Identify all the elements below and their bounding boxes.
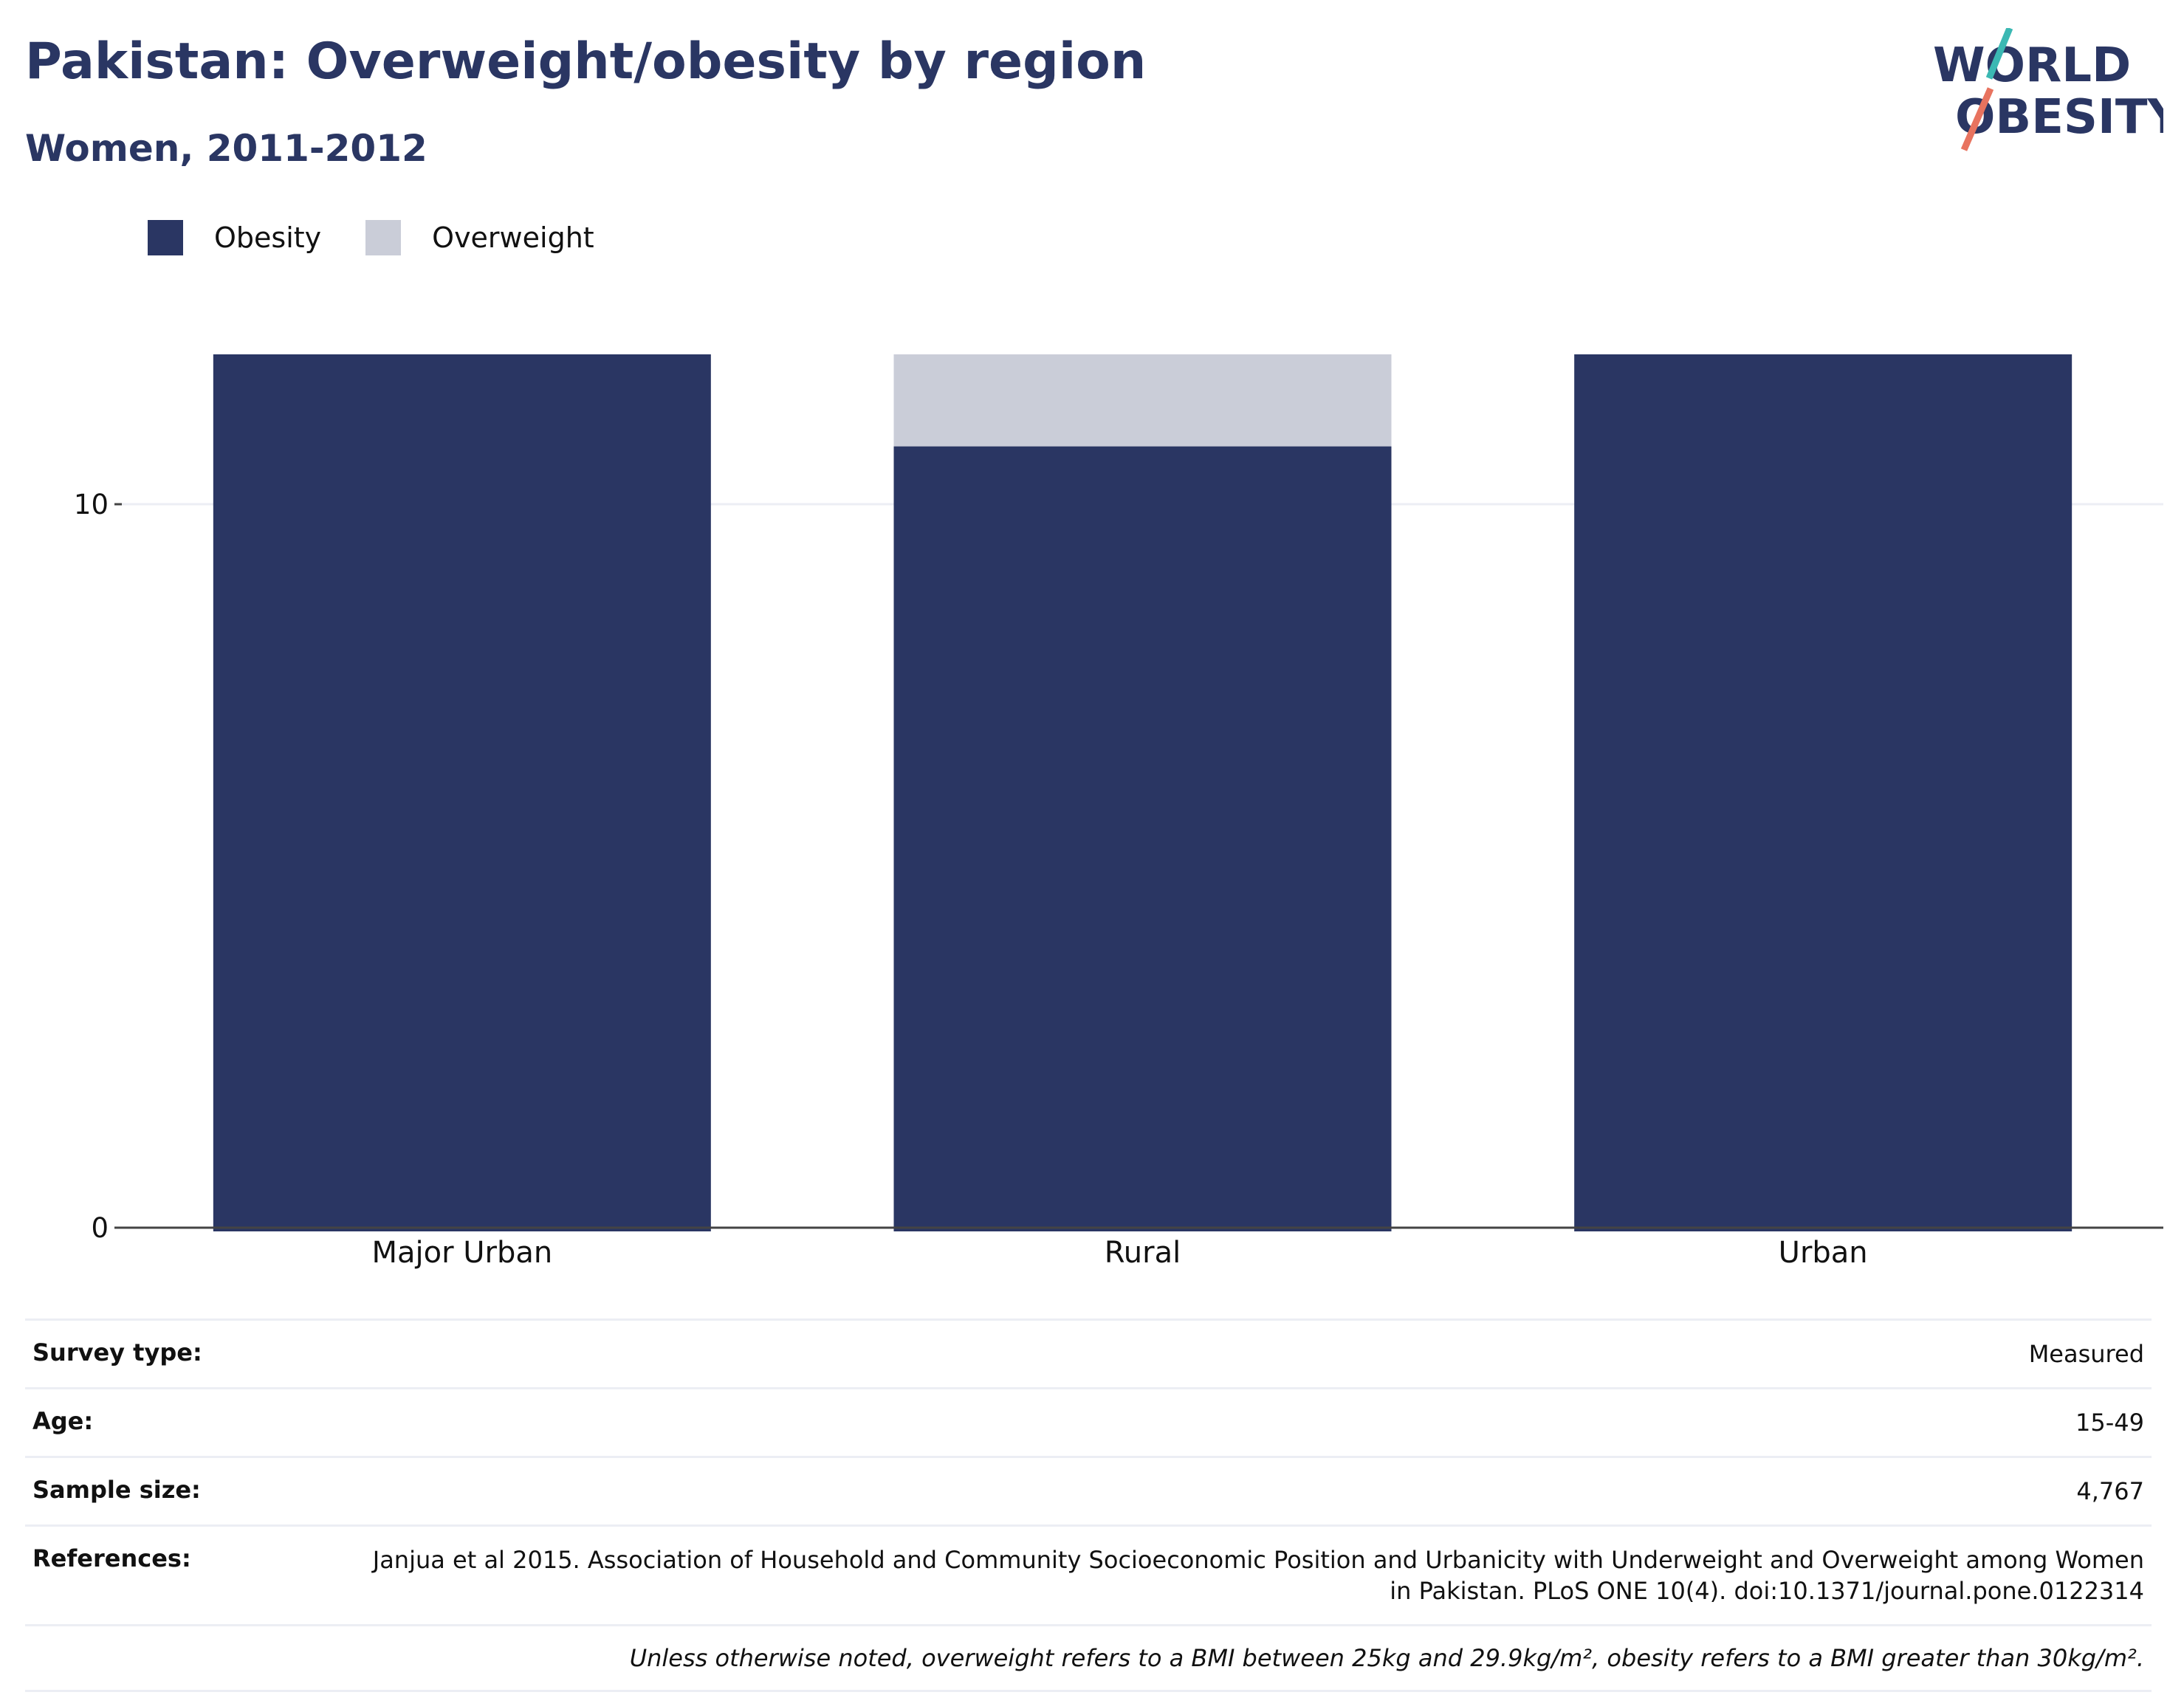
info-row-sample-size: Sample size: 4,767 xyxy=(25,1456,2152,1524)
bar-overweight-rural xyxy=(893,354,1392,447)
info-row-age: Age: 15-49 xyxy=(25,1387,2152,1456)
logo-line1: WORLD xyxy=(1933,38,2131,93)
definition-note: Unless otherwise noted, overweight refer… xyxy=(25,1624,2152,1692)
legend-item-overweight: Overweight xyxy=(365,220,594,255)
bar-obesity-urban xyxy=(1574,354,2073,1231)
x-tick-label: Major Urban xyxy=(371,1236,552,1270)
legend-label-overweight: Overweight xyxy=(432,221,594,254)
world-obesity-logo: WORLD OBESITY xyxy=(1933,28,2163,151)
sample-size-label: Sample size: xyxy=(32,1476,201,1504)
chart-title: Pakistan: Overweight/obesity by region xyxy=(25,32,1147,91)
legend-item-obesity: Obesity xyxy=(148,220,321,255)
sample-size-value: 4,767 xyxy=(2076,1477,2144,1505)
info-row-survey-type: Survey type: Measured xyxy=(25,1318,2152,1387)
bar-obesity-major-urban xyxy=(213,354,711,1231)
chart-subtitle: Women, 2011-2012 xyxy=(25,127,427,170)
legend-label-obesity: Obesity xyxy=(214,221,322,254)
survey-type-value: Measured xyxy=(2028,1340,2144,1368)
x-tick-label: Rural xyxy=(1105,1236,1181,1270)
logo-line2: OBESITY xyxy=(1955,90,2163,145)
logo-slash-teal xyxy=(1985,28,2013,80)
legend-swatch-overweight xyxy=(365,220,402,255)
survey-type-label: Survey type: xyxy=(32,1338,202,1366)
y-tick-label: 0 xyxy=(91,1212,109,1244)
y-tick-label: 10 xyxy=(74,489,109,520)
bar-obesity-rural xyxy=(893,446,1392,1231)
legend-swatch-obesity xyxy=(148,220,183,255)
info-table: Survey type: Measured Age: 15-49 Sample … xyxy=(25,1318,2152,1692)
logo-slash-coral xyxy=(1960,87,1994,151)
references-value: Janjua et al 2015. Association of Househ… xyxy=(372,1546,2144,1605)
references-label: References: xyxy=(32,1544,191,1572)
x-tick-label: Urban xyxy=(1779,1236,1868,1270)
info-row-references: References: Janjua et al 2015. Associati… xyxy=(25,1524,2152,1624)
chart-legend: Obesity Overweight xyxy=(148,220,639,255)
age-label: Age: xyxy=(32,1407,94,1435)
age-value: 15-49 xyxy=(2075,1409,2144,1437)
